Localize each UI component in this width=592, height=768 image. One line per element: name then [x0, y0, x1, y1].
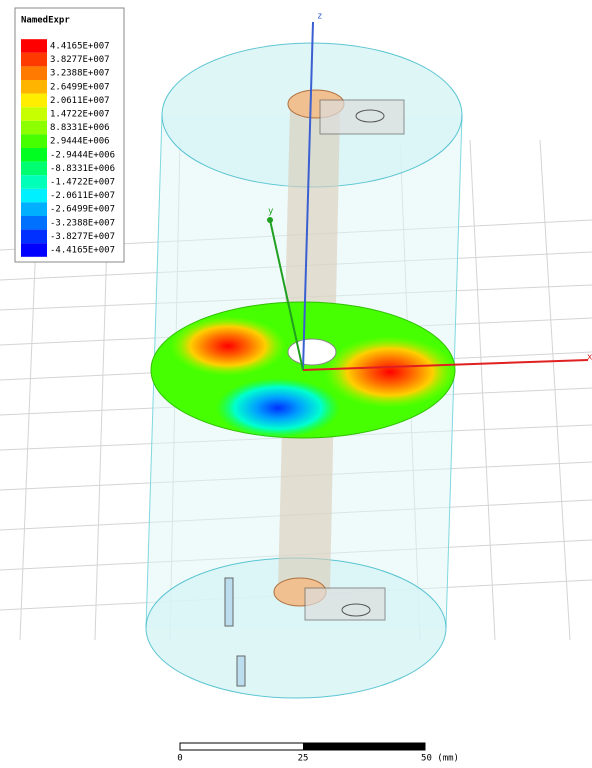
legend-swatch: [21, 162, 47, 176]
legend-label: -3.2388E+007: [50, 218, 115, 228]
legend-label: 2.9444E+006: [50, 137, 110, 147]
legend-swatch: [21, 230, 47, 244]
legend-label: 2.6499E+007: [50, 82, 110, 92]
legend-swatch: [21, 216, 47, 230]
z-axis-label: z: [317, 12, 322, 22]
legend-swatch: [21, 39, 47, 53]
legend-label: -4.4165E+007: [50, 246, 115, 256]
legend-swatch: [21, 53, 47, 67]
legend-label: 4.4165E+007: [50, 42, 110, 52]
legend-label: -2.6499E+007: [50, 205, 115, 215]
legend-label: -2.9444E+006: [50, 150, 115, 160]
legend-swatch: [21, 94, 47, 108]
viewport: z x y NamedExpr 4.4165E+007 3.8277E+007 3.…: [0, 0, 592, 764]
legend-title: NamedExpr: [21, 16, 70, 26]
legend-swatch: [21, 134, 47, 148]
x-axis-label: x: [587, 353, 592, 363]
legend-swatch: [21, 243, 47, 257]
legend-label: -1.4722E+007: [50, 178, 115, 188]
legend-swatch: [21, 66, 47, 80]
scale-bar: 0 25 50 (mm): [177, 743, 459, 764]
legend-label: 8.8331E+006: [50, 123, 110, 133]
legend-label: -3.8277E+007: [50, 232, 115, 242]
legend-swatch: [21, 148, 47, 162]
y-axis-label: y: [268, 207, 274, 217]
legend-swatch: [21, 175, 47, 189]
legend-swatch: [21, 80, 47, 94]
legend-label: -8.8331E+006: [50, 164, 115, 174]
legend-swatch: [21, 189, 47, 203]
legend-swatch: [21, 121, 47, 135]
legend: NamedExpr 4.4165E+007 3.8277E+007 3.2388E+…: [15, 8, 124, 262]
legend-label: 3.2388E+007: [50, 69, 110, 79]
legend-label: 1.4722E+007: [50, 110, 110, 120]
legend-label: -2.0611E+007: [50, 191, 115, 201]
scale-label: 25: [298, 754, 309, 764]
legend-label: 3.8277E+007: [50, 55, 110, 65]
legend-swatch: [21, 107, 47, 121]
legend-label: 2.0611E+007: [50, 96, 110, 106]
scale-label: 0: [177, 754, 182, 764]
legend-swatch: [21, 202, 47, 216]
scale-label: 50 (mm): [421, 754, 459, 764]
